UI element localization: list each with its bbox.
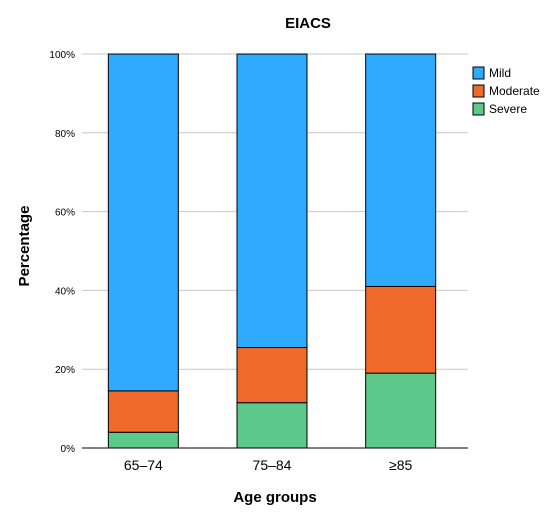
legend-label-mild: Mild: [489, 66, 511, 80]
y-tick-label: 80%: [55, 129, 75, 140]
legend-swatch-severe: [472, 102, 485, 116]
bar-segment-severe: [236, 402, 308, 449]
bar-segment-moderate: [236, 347, 308, 404]
x-axis-title: Age groups: [233, 489, 316, 506]
bar-segment-mild: [365, 53, 437, 287]
bar-segment-mild: [107, 53, 179, 392]
bars: [107, 53, 437, 449]
legend-swatch-mild: [472, 66, 485, 80]
bar-segment-mild: [236, 53, 308, 349]
x-tick-label: 65–74: [124, 457, 163, 473]
y-tick-label: 20%: [55, 365, 75, 376]
x-tick-label: 75–84: [253, 457, 292, 473]
legend: Mild Moderate Severe: [472, 66, 540, 116]
y-tick-label: 60%: [55, 208, 75, 219]
bar-segment-moderate: [107, 390, 179, 433]
y-tick-label: 0%: [61, 444, 76, 455]
bar-segment-moderate: [365, 285, 437, 374]
x-axis-ticks: 65–74 75–84 ≥85: [124, 457, 413, 473]
bar-segment-severe: [107, 431, 179, 449]
legend-swatch-moderate: [472, 84, 485, 98]
y-axis-ticks: 0% 20% 40% 60% 80% 100%: [49, 50, 75, 455]
legend-label-moderate: Moderate: [489, 84, 540, 98]
y-tick-label: 100%: [49, 50, 75, 61]
x-tick-label: ≥85: [389, 457, 412, 473]
chart-title: EIACS: [285, 15, 331, 32]
bar-segment-severe: [365, 372, 437, 449]
y-tick-label: 40%: [55, 286, 75, 297]
legend-label-severe: Severe: [489, 102, 527, 116]
y-axis-title: Percentage: [16, 206, 33, 287]
